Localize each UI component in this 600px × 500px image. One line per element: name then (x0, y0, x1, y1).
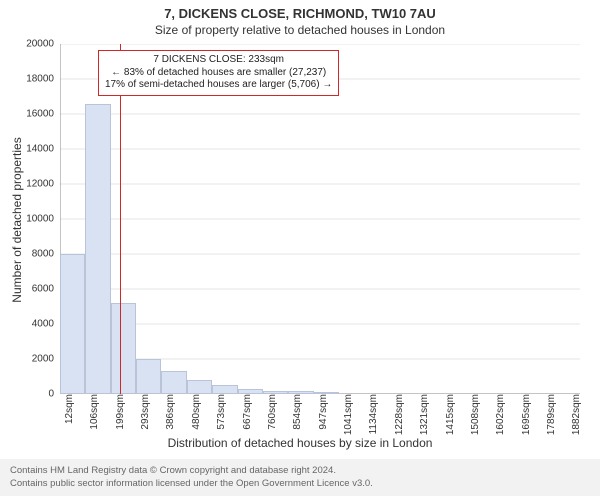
histogram-bar (85, 104, 110, 395)
x-tick: 947sqm (314, 394, 329, 430)
x-tick: 293sqm (136, 394, 151, 430)
y-tick: 18000 (26, 74, 60, 85)
y-tick: 12000 (26, 179, 60, 190)
x-tick: 1602sqm (491, 394, 506, 435)
histogram-bar (212, 385, 237, 394)
footer: Contains HM Land Registry data © Crown c… (0, 459, 600, 496)
y-axis-label: Number of detached properties (10, 137, 24, 302)
annotation-line-3: 17% of semi-detached houses are larger (… (105, 79, 332, 92)
x-tick: 1228sqm (390, 394, 405, 435)
chart-subtitle: Size of property relative to detached ho… (0, 21, 600, 39)
histogram-bar (187, 380, 212, 394)
x-tick: 760sqm (263, 394, 278, 430)
footer-line-2: Contains public sector information licen… (10, 478, 590, 490)
annotation-line-1: 7 DICKENS CLOSE: 233sqm (105, 54, 332, 67)
x-tick: 480sqm (187, 394, 202, 430)
x-tick: 854sqm (288, 394, 303, 430)
x-tick: 1321sqm (415, 394, 430, 435)
plot-area: 0200040006000800010000120001400016000180… (60, 44, 580, 394)
histogram-bar (111, 303, 136, 394)
x-tick: 1508sqm (466, 394, 481, 435)
annotation-line-2: ← 83% of detached houses are smaller (27… (105, 67, 332, 80)
x-tick: 667sqm (238, 394, 253, 430)
x-tick: 1134sqm (364, 394, 379, 434)
histogram-bar (136, 359, 161, 394)
y-tick: 6000 (32, 284, 60, 295)
y-tick: 20000 (26, 39, 60, 50)
x-tick: 1882sqm (567, 394, 582, 435)
x-tick: 106sqm (85, 394, 100, 430)
bars-layer (60, 44, 580, 394)
x-axis-label: Distribution of detached houses by size … (0, 436, 600, 450)
y-tick: 2000 (32, 354, 60, 365)
y-tick: 0 (48, 389, 60, 400)
y-tick: 4000 (32, 319, 60, 330)
x-tick: 12sqm (60, 394, 75, 424)
y-tick: 16000 (26, 109, 60, 120)
x-tick: 1695sqm (517, 394, 532, 435)
x-tick: 199sqm (111, 394, 126, 430)
x-tick: 1415sqm (441, 394, 456, 435)
footer-line-1: Contains HM Land Registry data © Crown c… (10, 465, 590, 477)
annotation-box: 7 DICKENS CLOSE: 233sqm ← 83% of detache… (98, 50, 339, 96)
chart-title: 7, DICKENS CLOSE, RICHMOND, TW10 7AU (0, 0, 600, 21)
marker-line (120, 44, 121, 394)
y-tick: 14000 (26, 144, 60, 155)
chart-container: 7, DICKENS CLOSE, RICHMOND, TW10 7AU Siz… (0, 0, 600, 500)
x-tick: 1041sqm (339, 394, 354, 435)
histogram-bar (60, 254, 85, 394)
x-tick: 1789sqm (542, 394, 557, 435)
y-tick: 10000 (26, 214, 60, 225)
y-tick: 8000 (32, 249, 60, 260)
x-tick: 386sqm (161, 394, 176, 430)
x-tick: 573sqm (212, 394, 227, 430)
histogram-bar (161, 371, 186, 394)
